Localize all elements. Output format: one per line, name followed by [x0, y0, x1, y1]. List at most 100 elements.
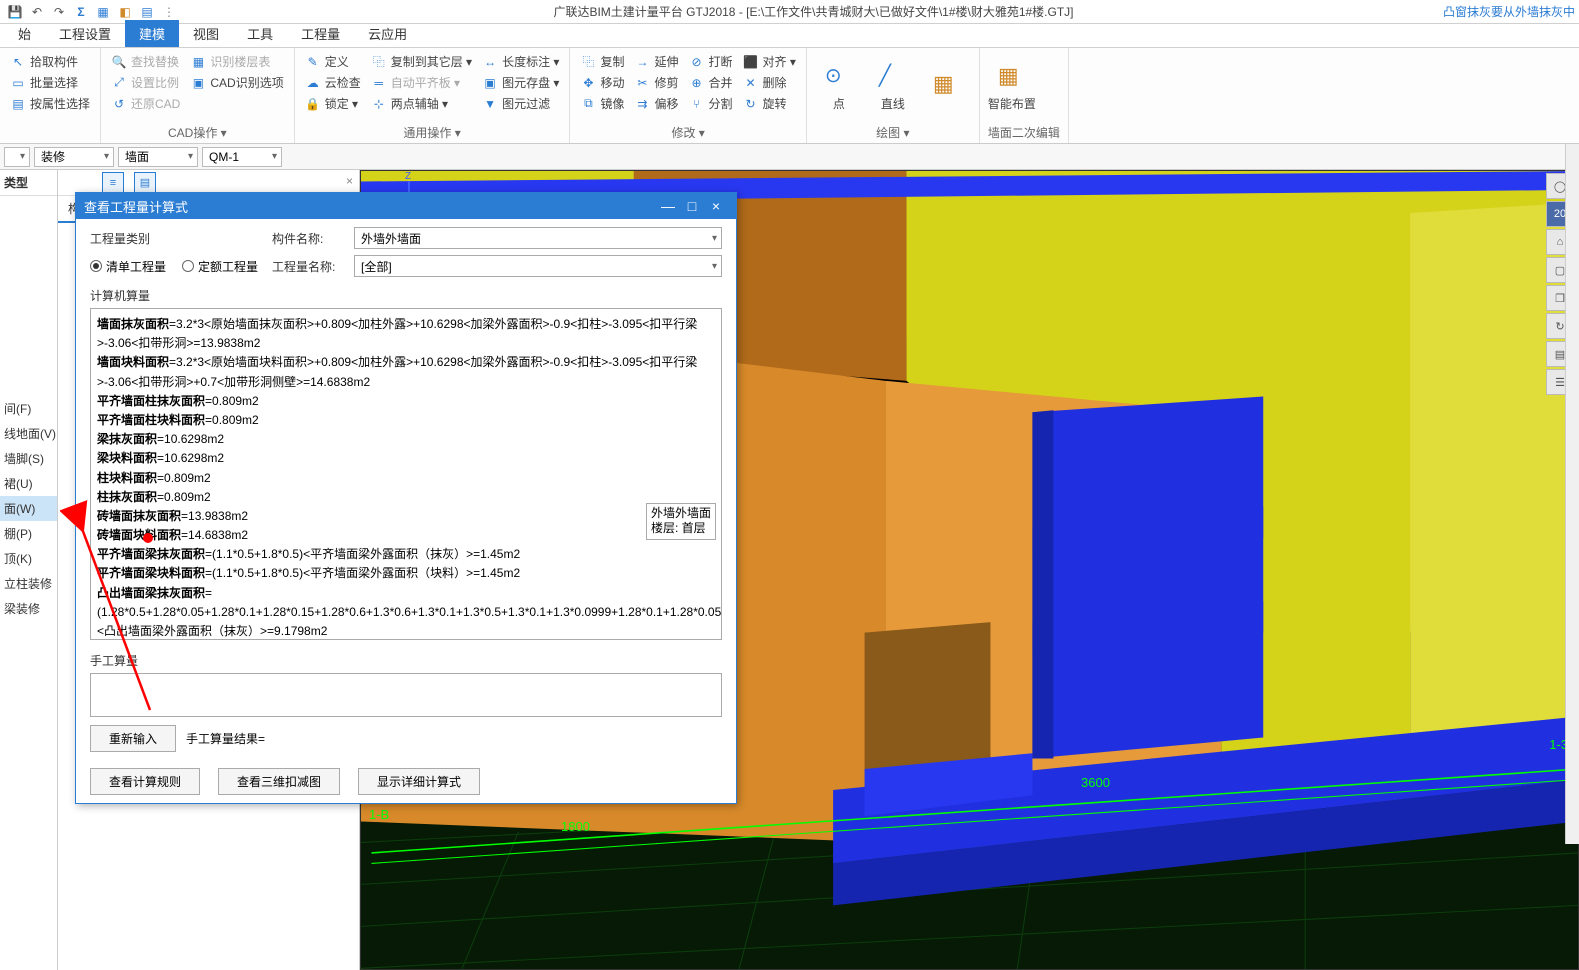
dialog-maximize-icon[interactable]: □: [680, 198, 704, 214]
category-dropdown[interactable]: 装修: [34, 147, 114, 167]
dialog-close-icon[interactable]: ×: [704, 198, 728, 214]
merge-button[interactable]: ⊕合并: [686, 73, 734, 92]
length-dim-button[interactable]: ↔长度标注 ▾: [480, 52, 561, 71]
qat-more-icon[interactable]: ⋮: [160, 3, 178, 21]
calc-result-box[interactable]: 墙面抹灰面积=3.2*3<原始墙面抹灰面积>+0.809<加柱外露>+10.62…: [90, 308, 722, 640]
dialog-minimize-icon[interactable]: —: [656, 198, 680, 214]
identify-floor-button: ▦识别楼层表: [188, 52, 285, 71]
grid-icon[interactable]: ▦: [94, 3, 112, 21]
cube-icon[interactable]: ◧: [116, 3, 134, 21]
tree-item-baseboard[interactable]: 墙脚(S): [0, 446, 57, 471]
set-scale-button: ⤢设置比例: [109, 73, 182, 92]
layers-icon[interactable]: ▤: [138, 3, 156, 21]
cloud-check-button[interactable]: ☁云检查: [303, 73, 363, 92]
two-point-axis-button[interactable]: ⊹两点辅轴 ▾: [369, 94, 474, 113]
copy-button[interactable]: ⿻复制: [578, 52, 626, 71]
tree-item-column-finish[interactable]: 立柱装修: [0, 571, 57, 596]
panel-icon-1[interactable]: ≡: [102, 172, 124, 194]
define-icon: ✎: [305, 54, 321, 70]
mirror-button[interactable]: ⧉镜像: [578, 94, 626, 113]
ribbon-group-select: ↖拾取构件 ▭批量选择 ▤按属性选择: [0, 48, 101, 143]
tree-item-floor[interactable]: 线地面(V): [0, 421, 57, 446]
grid-draw-icon: ▦: [933, 71, 961, 99]
view-calc-rule-button[interactable]: 查看计算规则: [90, 768, 200, 795]
right-collapsed-panel[interactable]: [1565, 144, 1579, 844]
ribbon-group-draw: ⊙点 ╱直线 ▦ 绘图 ▾: [807, 48, 980, 143]
break-button[interactable]: ⊘打断: [686, 52, 734, 71]
app-title: 广联达BIM土建计量平台 GTJ2018 - [E:\工作文件\共青城财大\已做…: [184, 3, 1443, 20]
dialog-titlebar[interactable]: 查看工程量计算式 — □ ×: [76, 193, 736, 219]
redo-icon[interactable]: ↷: [50, 3, 68, 21]
selector-bar: 装修 墙面 QM-1: [0, 144, 1579, 170]
tab-tools[interactable]: 工具: [233, 20, 287, 47]
undo-icon[interactable]: ↶: [28, 3, 46, 21]
line-button[interactable]: ╱直线: [869, 52, 917, 122]
select-by-attr-button[interactable]: ▤按属性选择: [8, 94, 92, 113]
panel-close-icon[interactable]: ×: [346, 174, 353, 188]
tree-item-beam-finish[interactable]: 梁装修: [0, 596, 57, 621]
define-button[interactable]: ✎定义: [303, 52, 363, 71]
subtype-dropdown[interactable]: 墙面: [118, 147, 198, 167]
trim-icon: ✂: [634, 75, 650, 91]
grid-draw-button[interactable]: ▦: [923, 52, 971, 122]
radio-quota-qty[interactable]: 定额工程量: [182, 258, 258, 275]
quick-access-toolbar: 💾 ↶ ↷ Σ ▦ ◧ ▤ ⋮: [0, 3, 184, 21]
tab-view[interactable]: 视图: [179, 20, 233, 47]
panel-icon-2[interactable]: ▤: [134, 172, 156, 194]
delete-button[interactable]: ✕删除: [740, 73, 797, 92]
copy-layer-icon: ⿻: [371, 54, 387, 70]
restore-cad-button: ↺还原CAD: [109, 94, 182, 113]
tab-project-settings[interactable]: 工程设置: [45, 20, 125, 47]
batch-select-button[interactable]: ▭批量选择: [8, 73, 92, 92]
move-button[interactable]: ✥移动: [578, 73, 626, 92]
rotate-button[interactable]: ↻旋转: [740, 94, 797, 113]
align-button[interactable]: ⬛对齐 ▾: [740, 52, 797, 71]
rotate-icon: ↻: [742, 96, 758, 112]
point-button[interactable]: ⊙点: [815, 52, 863, 122]
floor-dropdown[interactable]: [4, 147, 30, 167]
component-name-combo[interactable]: 外墙外墙面: [354, 227, 722, 249]
tree-header: 类型: [0, 170, 57, 196]
manual-result-label: 手工算量结果=: [186, 730, 265, 747]
reenter-button[interactable]: 重新输入: [90, 725, 176, 752]
move-icon: ✥: [580, 75, 596, 91]
radio-list-qty[interactable]: 清单工程量: [90, 258, 166, 275]
view-3d-deduct-button[interactable]: 查看三维扣减图: [218, 768, 340, 795]
elem-filter-button[interactable]: ▼图元过滤: [480, 94, 561, 113]
show-detail-formula-button[interactable]: 显示详细计算式: [358, 768, 480, 795]
tab-cloud[interactable]: 云应用: [354, 20, 421, 47]
save-icon[interactable]: 💾: [6, 3, 24, 21]
trim-button[interactable]: ✂修剪: [632, 73, 680, 92]
extend-button[interactable]: →延伸: [632, 52, 680, 71]
component-dropdown[interactable]: QM-1: [202, 147, 282, 167]
sigma-icon[interactable]: Σ: [72, 3, 90, 21]
left-type-tree: 类型 间(F) 线地面(V) 墙脚(S) 裙(U) 面(W) 棚(P) 顶(K)…: [0, 170, 58, 970]
group-label-general: 通用操作 ▾: [303, 122, 562, 141]
calculation-dialog: 查看工程量计算式 — □ × 工程量类别 构件名称: 外墙外墙面 清单工程量 定…: [75, 192, 737, 804]
lock-button[interactable]: 🔒锁定 ▾: [303, 94, 363, 113]
save-elem-button[interactable]: ▣图元存盘 ▾: [480, 73, 561, 92]
tree-item-ceiling[interactable]: 棚(P): [0, 521, 57, 546]
ribbon: ↖拾取构件 ▭批量选择 ▤按属性选择 🔍查找替换 ⤢设置比例 ↺还原CAD ▦识…: [0, 48, 1579, 144]
pick-component-button[interactable]: ↖拾取构件: [8, 52, 92, 71]
copy-other-layer-button[interactable]: ⿻复制到其它层 ▾: [369, 52, 474, 71]
tab-modeling[interactable]: 建模: [125, 20, 179, 47]
tab-quantity[interactable]: 工程量: [287, 20, 354, 47]
disk-icon: ▣: [482, 75, 498, 91]
table-icon: ▦: [190, 54, 206, 70]
tree-item-dado[interactable]: 裙(U): [0, 471, 57, 496]
tree-item-wallface[interactable]: 面(W): [0, 496, 57, 521]
qty-name-combo[interactable]: [全部]: [354, 255, 722, 277]
manual-calc-input[interactable]: [90, 673, 722, 717]
offset-button[interactable]: ⇉偏移: [632, 94, 680, 113]
smart-layout-button[interactable]: ▦智能布置: [988, 52, 1036, 122]
batch-icon: ▭: [10, 75, 26, 91]
tree-item-room[interactable]: 间(F): [0, 396, 57, 421]
group-label-cad: CAD操作 ▾: [109, 122, 286, 141]
filter-icon: ▤: [10, 96, 26, 112]
tab-start[interactable]: 始: [4, 20, 45, 47]
dim-1800: 1800: [561, 819, 590, 834]
cad-options-button[interactable]: ▣CAD识别选项: [188, 73, 285, 92]
split-button[interactable]: ⑂分割: [686, 94, 734, 113]
tree-item-roof[interactable]: 顶(K): [0, 546, 57, 571]
